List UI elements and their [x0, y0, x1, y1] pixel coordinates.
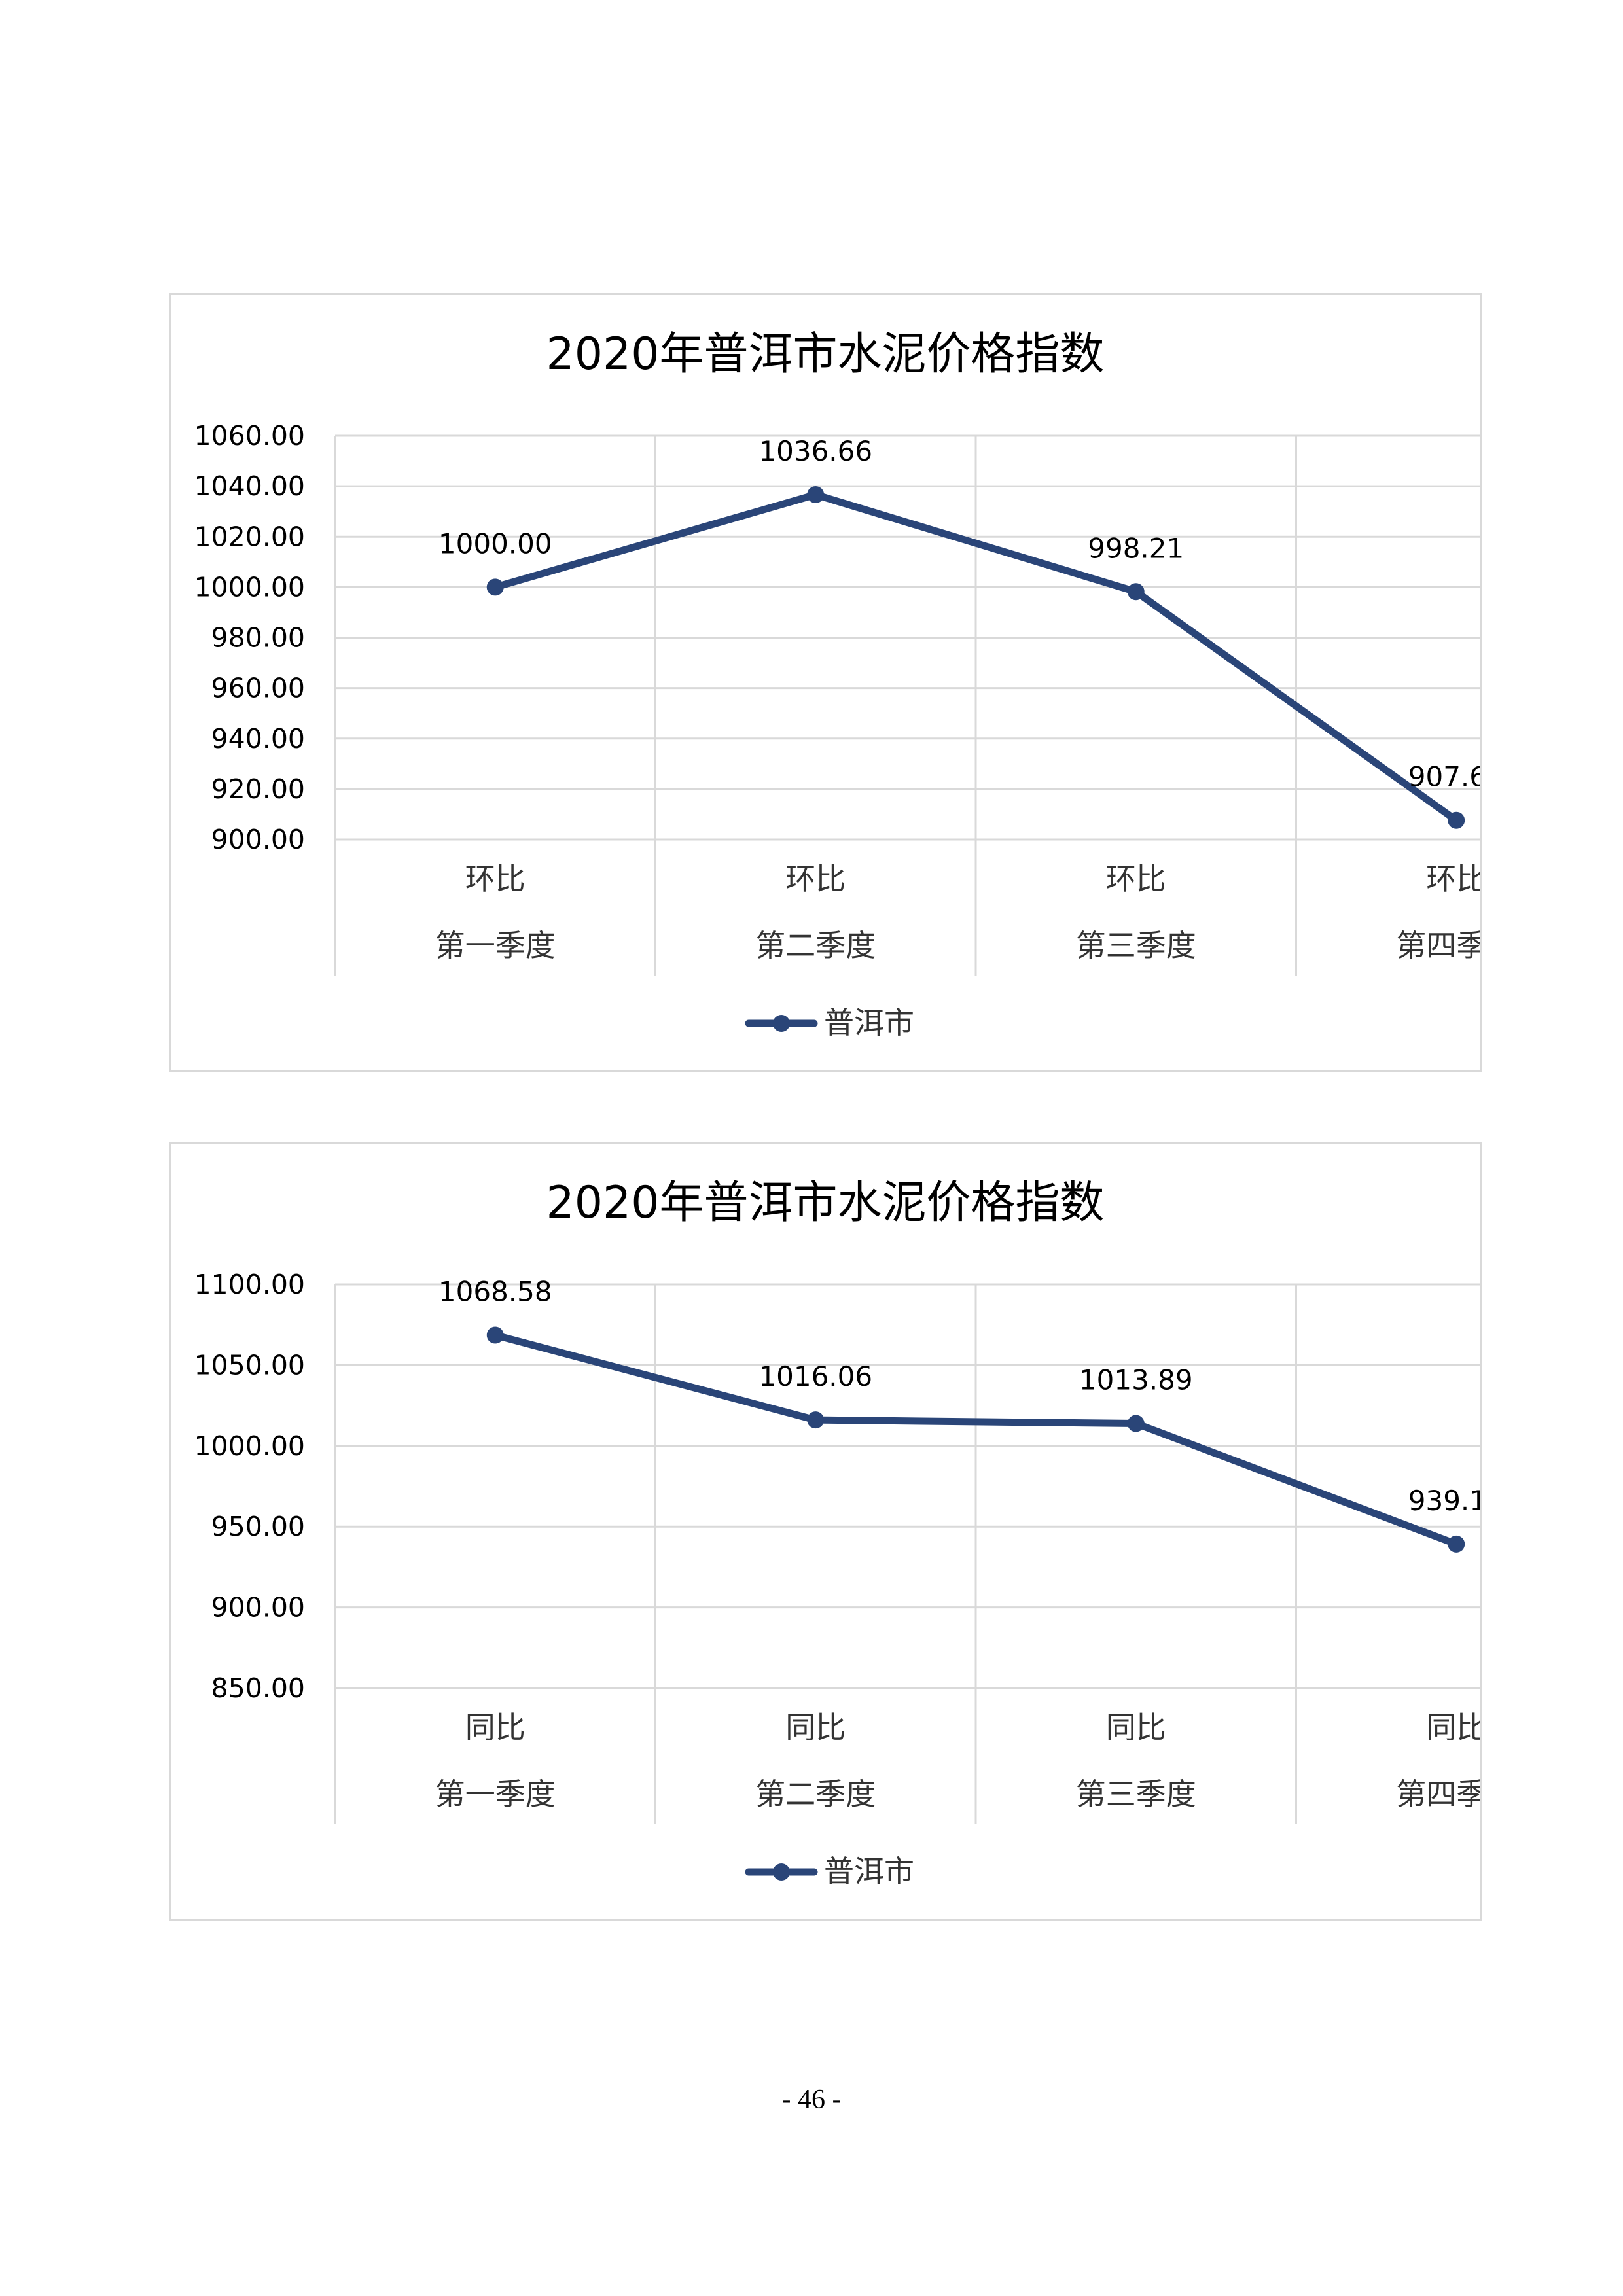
data-point: [1127, 1415, 1145, 1432]
x-tick-label-top: 环比: [785, 861, 846, 896]
y-tick-label: 950.00: [211, 1511, 305, 1542]
x-tick-label-top: 同比: [465, 1710, 526, 1745]
y-tick-label: 850.00: [211, 1672, 305, 1704]
data-point: [1127, 583, 1145, 601]
y-tick-label: 1000.00: [194, 1430, 305, 1462]
x-tick-label-quarter: 第一季度: [435, 928, 556, 963]
x-tick-label-quarter: 第四季度: [1396, 928, 1480, 963]
legend-marker: [773, 1863, 790, 1881]
x-tick-label-quarter: 第四季度: [1396, 1776, 1480, 1812]
y-tick-label: 980.00: [211, 622, 305, 654]
data-point: [1448, 1535, 1465, 1553]
legend-label: 普洱市: [824, 1854, 914, 1889]
chart-ring-ratio: 2020年普洱市水泥价格指数 900.00 920.00 940.00 960.00 98…: [169, 293, 1482, 1072]
x-tick-label-top: 同比: [1426, 1710, 1480, 1745]
x-tick-label-quarter: 第二季度: [755, 1776, 876, 1812]
y-tick-label: 940.00: [211, 723, 305, 754]
y-tick-label: 1000.00: [194, 571, 305, 603]
y-tick-label: 900.00: [211, 1592, 305, 1623]
series-line: [491, 491, 1460, 824]
x-tick-label-top: 同比: [1106, 1710, 1166, 1745]
data-point: [1448, 811, 1465, 829]
x-tick-label-quarter: 第二季度: [755, 928, 876, 963]
chart-svg: 2020年普洱市水泥价格指数 900.00 920.00 940.00 960.00 98…: [194, 328, 1480, 1040]
data-label: 1016.06: [758, 1360, 872, 1392]
chart-year-on-year: 2020年普洱市水泥价格指数 850.00 900.00 950.00 1000.00 1…: [169, 1142, 1482, 1921]
y-tick-label: 920.00: [211, 773, 305, 805]
x-tick-label-top: 同比: [785, 1710, 846, 1745]
y-tick-label: 900.00: [211, 824, 305, 855]
chart-title: 2020年普洱市水泥价格指数: [546, 1177, 1104, 1229]
data-label: 907.60: [1408, 761, 1480, 793]
series-line: [491, 1332, 1460, 1548]
chart-title: 2020年普洱市水泥价格指数: [546, 328, 1104, 380]
data-point: [486, 1326, 504, 1344]
data-label: 1000.00: [438, 527, 552, 559]
data-point: [807, 486, 825, 504]
x-tick-label-quarter: 第三季度: [1076, 1776, 1196, 1812]
legend-label: 普洱市: [824, 1005, 914, 1040]
data-point: [486, 578, 504, 596]
x-tick-label-quarter: 第三季度: [1076, 928, 1196, 963]
legend-marker: [773, 1015, 790, 1032]
x-tick-label-top: 环比: [465, 861, 526, 896]
x-tick-label-top: 环比: [1106, 861, 1166, 896]
y-tick-label: 1050.00: [194, 1349, 305, 1381]
x-tick-label-quarter: 第一季度: [435, 1776, 556, 1812]
data-label: 939.19: [1408, 1485, 1480, 1517]
chart-svg: 2020年普洱市水泥价格指数 850.00 900.00 950.00 1000.00 1…: [194, 1177, 1480, 1889]
y-tick-label: 1100.00: [194, 1269, 305, 1300]
data-label: 1036.66: [758, 435, 872, 467]
y-tick-label: 1020.00: [194, 521, 305, 552]
y-tick-label: 1060.00: [194, 420, 305, 451]
y-tick-label: 960.00: [211, 673, 305, 704]
data-label: 1013.89: [1079, 1364, 1193, 1396]
data-point: [807, 1411, 825, 1429]
x-tick-label-top: 环比: [1426, 861, 1480, 896]
page-number: - 46 -: [781, 2085, 842, 2115]
data-label: 1068.58: [438, 1276, 552, 1308]
y-tick-label: 1040.00: [194, 470, 305, 502]
data-label: 998.21: [1088, 532, 1184, 564]
